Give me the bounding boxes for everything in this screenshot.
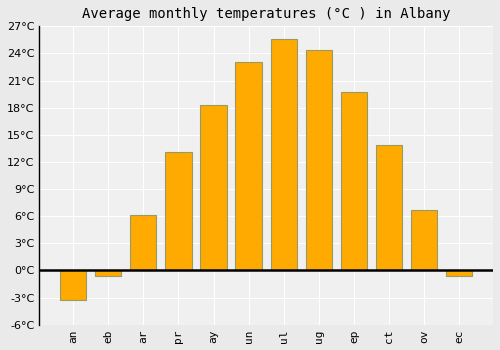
- Bar: [165, 152, 192, 271]
- Bar: [95, 271, 122, 276]
- Title: Average monthly temperatures (°C ) in Albany: Average monthly temperatures (°C ) in Al…: [82, 7, 450, 21]
- Bar: [60, 271, 86, 300]
- Bar: [306, 50, 332, 271]
- Bar: [200, 105, 226, 271]
- Bar: [446, 271, 472, 276]
- Bar: [236, 62, 262, 271]
- Bar: [341, 92, 367, 271]
- Bar: [270, 39, 297, 271]
- Bar: [376, 145, 402, 271]
- Bar: [130, 215, 156, 271]
- Bar: [411, 210, 438, 271]
